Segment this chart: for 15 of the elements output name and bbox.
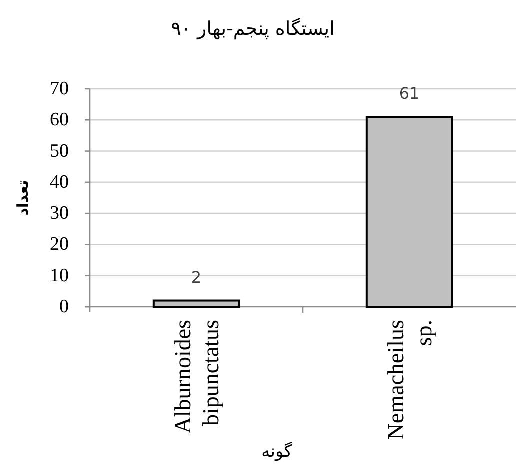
data-label: 2 [191,268,202,287]
y-tick-label: 30 [50,203,69,224]
y-tick-label: 10 [50,265,69,286]
data-label: 61 [399,84,420,104]
y-tick-label: 60 [50,110,69,131]
y-tick-label: 20 [50,234,69,256]
x-tick-label: Nemacheilus sp. [384,320,436,440]
y-axis-title: تعداد [14,180,32,216]
chart-title: ایستگاه پنجم-بهار ۹۰ [171,17,335,40]
x-axis-title: گونه [262,441,294,462]
y-tick-label: 50 [50,140,69,162]
y-tick-label: 40 [50,172,69,193]
y-tick-label: 0 [60,296,69,318]
y-tick-label: 70 [50,78,69,100]
x-tick-label: Alburnoides bipunctatus [170,320,224,434]
